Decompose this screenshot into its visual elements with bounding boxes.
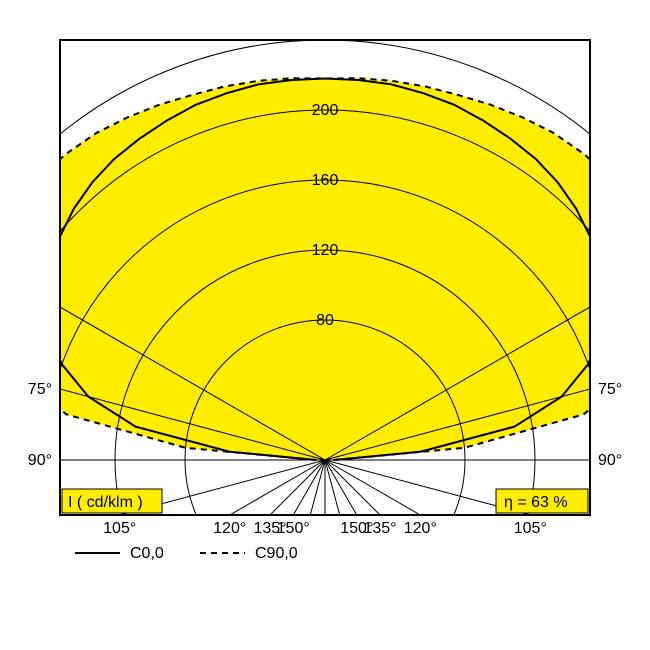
radial-tick-label: 160 (312, 172, 339, 189)
radial-tick-label: 120 (312, 242, 339, 259)
angle-label-left: 120° (213, 520, 246, 537)
angle-grid (325, 460, 455, 650)
angle-label-right: 75° (598, 381, 622, 398)
polar-chart: 80120160200150°135°120°105°90°75°150°135… (0, 0, 650, 650)
legend-label-c0: C0,0 (130, 545, 164, 562)
angle-label-left: 75° (28, 381, 52, 398)
angle-grid (325, 460, 650, 650)
angle-label-right: 120° (404, 520, 437, 537)
angle-label-right: 135° (363, 520, 396, 537)
unit-label: I ( cd/klm ) (68, 494, 143, 511)
angle-label-left: 105° (103, 520, 136, 537)
angle-label-left: 135° (253, 520, 286, 537)
angle-label-right: 105° (514, 520, 547, 537)
eta-label: η = 63 % (504, 494, 568, 511)
angle-label-right: 90° (598, 452, 622, 469)
radial-tick-label: 200 (312, 102, 339, 119)
angle-label-left: 90° (28, 452, 52, 469)
legend-label-c90: C90,0 (255, 545, 298, 562)
radial-tick-label: 80 (316, 312, 334, 329)
